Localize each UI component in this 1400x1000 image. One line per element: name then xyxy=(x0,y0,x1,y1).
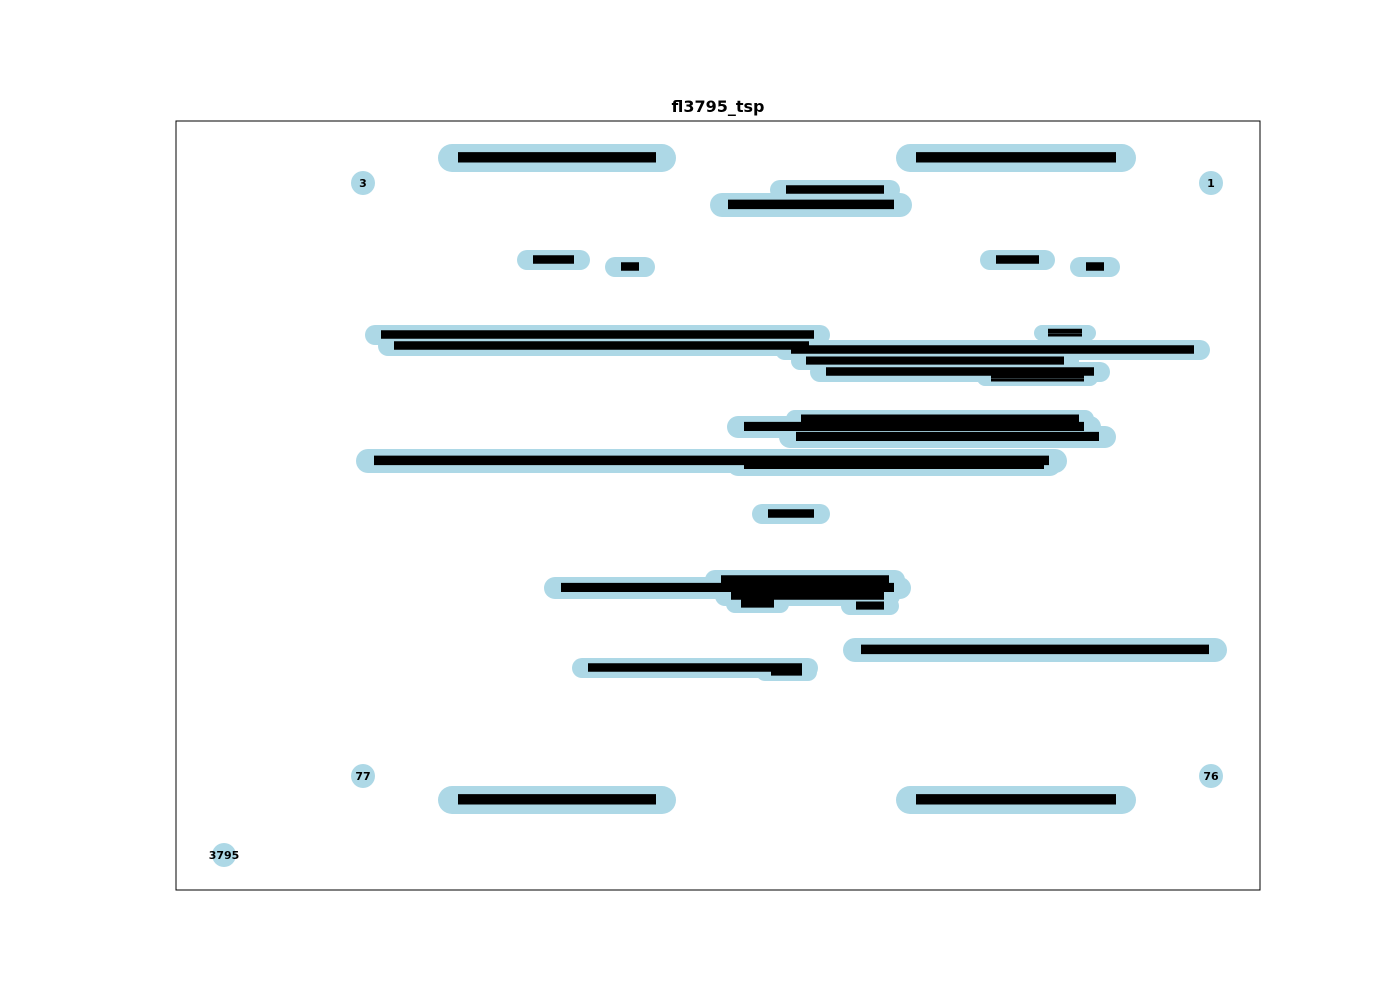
node-label: 3 xyxy=(359,177,367,190)
node-label: 77 xyxy=(355,770,370,783)
node-label: 3795 xyxy=(209,849,240,862)
node-label: 1 xyxy=(1207,177,1215,190)
labeled-nodes: 3 1 77 76 3795 xyxy=(209,171,1223,867)
node-clusters xyxy=(356,144,1227,814)
diagram-title: fl3795_tsp xyxy=(671,97,764,116)
tsp-node xyxy=(1199,171,1223,195)
node-label: 76 xyxy=(1203,770,1219,783)
tsp-node xyxy=(351,171,375,195)
tsp-node xyxy=(1199,764,1223,788)
tsp-node xyxy=(212,843,236,867)
plot-frame xyxy=(175,120,1261,891)
tsp-node xyxy=(351,764,375,788)
